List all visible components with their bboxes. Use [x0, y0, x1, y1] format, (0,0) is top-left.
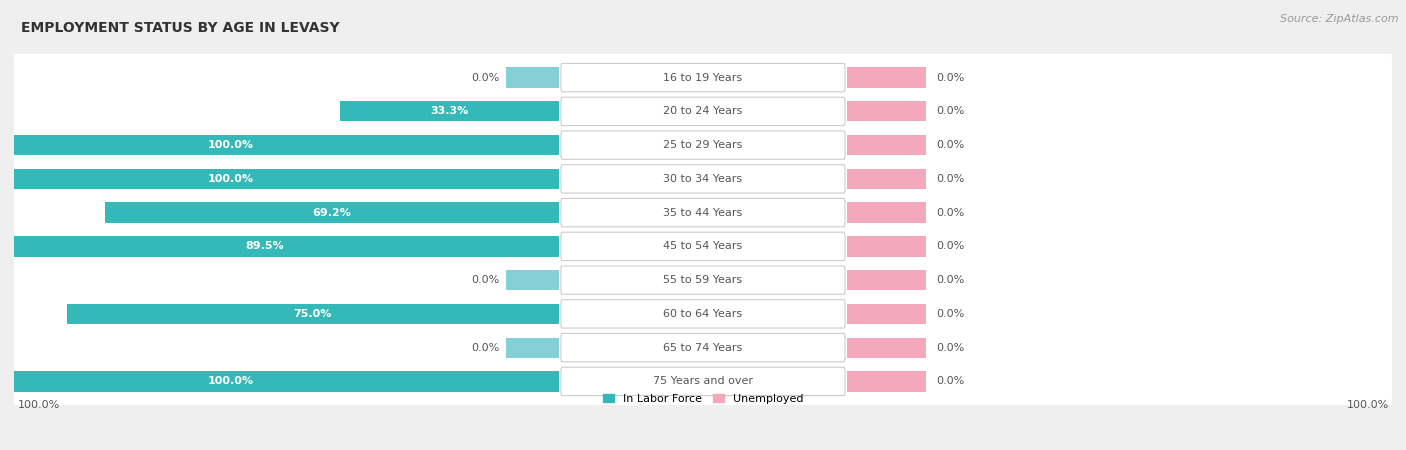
Bar [848, 236, 927, 256]
FancyBboxPatch shape [14, 348, 1392, 414]
FancyBboxPatch shape [561, 333, 845, 362]
FancyBboxPatch shape [561, 63, 845, 92]
Text: 25 to 29 Years: 25 to 29 Years [664, 140, 742, 150]
FancyBboxPatch shape [14, 112, 1392, 178]
Text: 0.0%: 0.0% [936, 106, 965, 117]
Text: 0.0%: 0.0% [471, 72, 499, 83]
Bar [0, 236, 558, 256]
FancyBboxPatch shape [14, 247, 1392, 313]
Text: 100.0%: 100.0% [208, 140, 253, 150]
Legend: In Labor Force, Unemployed: In Labor Force, Unemployed [598, 390, 808, 409]
Bar [0, 371, 558, 392]
Bar [506, 68, 558, 88]
Text: 69.2%: 69.2% [312, 207, 352, 218]
Text: EMPLOYMENT STATUS BY AGE IN LEVASY: EMPLOYMENT STATUS BY AGE IN LEVASY [21, 22, 339, 36]
Text: 33.3%: 33.3% [430, 106, 468, 117]
Text: 45 to 54 Years: 45 to 54 Years [664, 241, 742, 252]
Text: 0.0%: 0.0% [936, 309, 965, 319]
Bar [848, 68, 927, 88]
FancyBboxPatch shape [561, 266, 845, 294]
Bar [66, 304, 558, 324]
Bar [848, 101, 927, 122]
Text: 0.0%: 0.0% [471, 275, 499, 285]
Text: 75.0%: 75.0% [294, 309, 332, 319]
FancyBboxPatch shape [14, 45, 1392, 111]
Text: 100.0%: 100.0% [17, 400, 59, 410]
Text: 0.0%: 0.0% [936, 275, 965, 285]
Bar [340, 101, 558, 122]
Text: 0.0%: 0.0% [936, 174, 965, 184]
FancyBboxPatch shape [561, 300, 845, 328]
FancyBboxPatch shape [561, 198, 845, 227]
Text: Source: ZipAtlas.com: Source: ZipAtlas.com [1281, 14, 1399, 23]
Bar [848, 338, 927, 358]
Text: 65 to 74 Years: 65 to 74 Years [664, 342, 742, 353]
Text: 60 to 64 Years: 60 to 64 Years [664, 309, 742, 319]
Text: 0.0%: 0.0% [471, 342, 499, 353]
Text: 0.0%: 0.0% [936, 342, 965, 353]
Bar [848, 270, 927, 290]
Text: 0.0%: 0.0% [936, 72, 965, 83]
Text: 0.0%: 0.0% [936, 207, 965, 218]
Bar [506, 338, 558, 358]
Text: 89.5%: 89.5% [246, 241, 284, 252]
FancyBboxPatch shape [561, 165, 845, 193]
Text: 75 Years and over: 75 Years and over [652, 376, 754, 387]
Bar [848, 135, 927, 155]
FancyBboxPatch shape [14, 315, 1392, 381]
FancyBboxPatch shape [561, 232, 845, 261]
Text: 100.0%: 100.0% [208, 174, 253, 184]
FancyBboxPatch shape [561, 97, 845, 126]
FancyBboxPatch shape [14, 146, 1392, 212]
Text: 20 to 24 Years: 20 to 24 Years [664, 106, 742, 117]
Text: 55 to 59 Years: 55 to 59 Years [664, 275, 742, 285]
FancyBboxPatch shape [14, 213, 1392, 279]
Bar [848, 202, 927, 223]
Bar [848, 371, 927, 392]
Text: 100.0%: 100.0% [1347, 400, 1389, 410]
Bar [104, 202, 558, 223]
Bar [0, 135, 558, 155]
Bar [848, 169, 927, 189]
Bar [848, 304, 927, 324]
Text: 35 to 44 Years: 35 to 44 Years [664, 207, 742, 218]
FancyBboxPatch shape [14, 78, 1392, 144]
Text: 100.0%: 100.0% [208, 376, 253, 387]
FancyBboxPatch shape [14, 180, 1392, 246]
FancyBboxPatch shape [14, 281, 1392, 347]
Text: 0.0%: 0.0% [936, 376, 965, 387]
FancyBboxPatch shape [561, 367, 845, 396]
Bar [506, 270, 558, 290]
Bar [0, 169, 558, 189]
Text: 30 to 34 Years: 30 to 34 Years [664, 174, 742, 184]
Text: 16 to 19 Years: 16 to 19 Years [664, 72, 742, 83]
FancyBboxPatch shape [561, 131, 845, 159]
Text: 0.0%: 0.0% [936, 241, 965, 252]
Text: 0.0%: 0.0% [936, 140, 965, 150]
